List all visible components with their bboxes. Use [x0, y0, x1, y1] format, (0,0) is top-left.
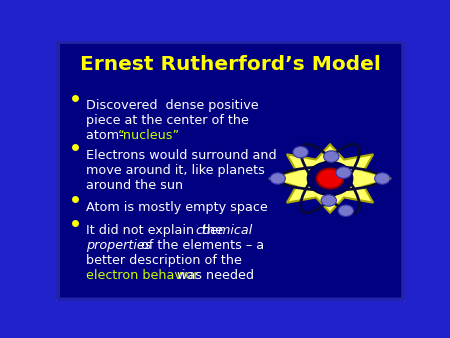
- Text: atom-: atom-: [86, 129, 128, 142]
- Circle shape: [338, 205, 354, 216]
- Circle shape: [293, 146, 308, 158]
- Text: better description of the: better description of the: [86, 254, 242, 267]
- Circle shape: [321, 195, 337, 206]
- Text: “nucleus”: “nucleus”: [118, 129, 180, 142]
- Text: electron behavior: electron behavior: [86, 269, 198, 282]
- Text: was needed: was needed: [173, 269, 254, 282]
- Text: move around it, like planets: move around it, like planets: [86, 164, 265, 177]
- Text: piece at the center of the: piece at the center of the: [86, 114, 249, 127]
- FancyBboxPatch shape: [58, 42, 403, 299]
- Circle shape: [307, 162, 353, 195]
- Polygon shape: [269, 144, 391, 213]
- Text: around the sun: around the sun: [86, 179, 183, 192]
- FancyBboxPatch shape: [58, 42, 403, 299]
- Circle shape: [317, 169, 343, 188]
- Text: chemical: chemical: [195, 224, 252, 237]
- Text: properties: properties: [86, 239, 151, 252]
- Text: Discovered  dense positive: Discovered dense positive: [86, 99, 258, 112]
- Circle shape: [375, 173, 390, 184]
- Text: Ernest Rutherford’s Model: Ernest Rutherford’s Model: [80, 55, 381, 74]
- Text: of the elements – a: of the elements – a: [136, 239, 264, 252]
- Text: It did not explain  the: It did not explain the: [86, 224, 227, 237]
- Text: Electrons would surround and: Electrons would surround and: [86, 149, 276, 162]
- Text: Atom is mostly empty space: Atom is mostly empty space: [86, 201, 268, 214]
- Circle shape: [270, 173, 285, 184]
- Circle shape: [336, 167, 351, 178]
- FancyBboxPatch shape: [58, 42, 403, 299]
- Circle shape: [324, 151, 339, 162]
